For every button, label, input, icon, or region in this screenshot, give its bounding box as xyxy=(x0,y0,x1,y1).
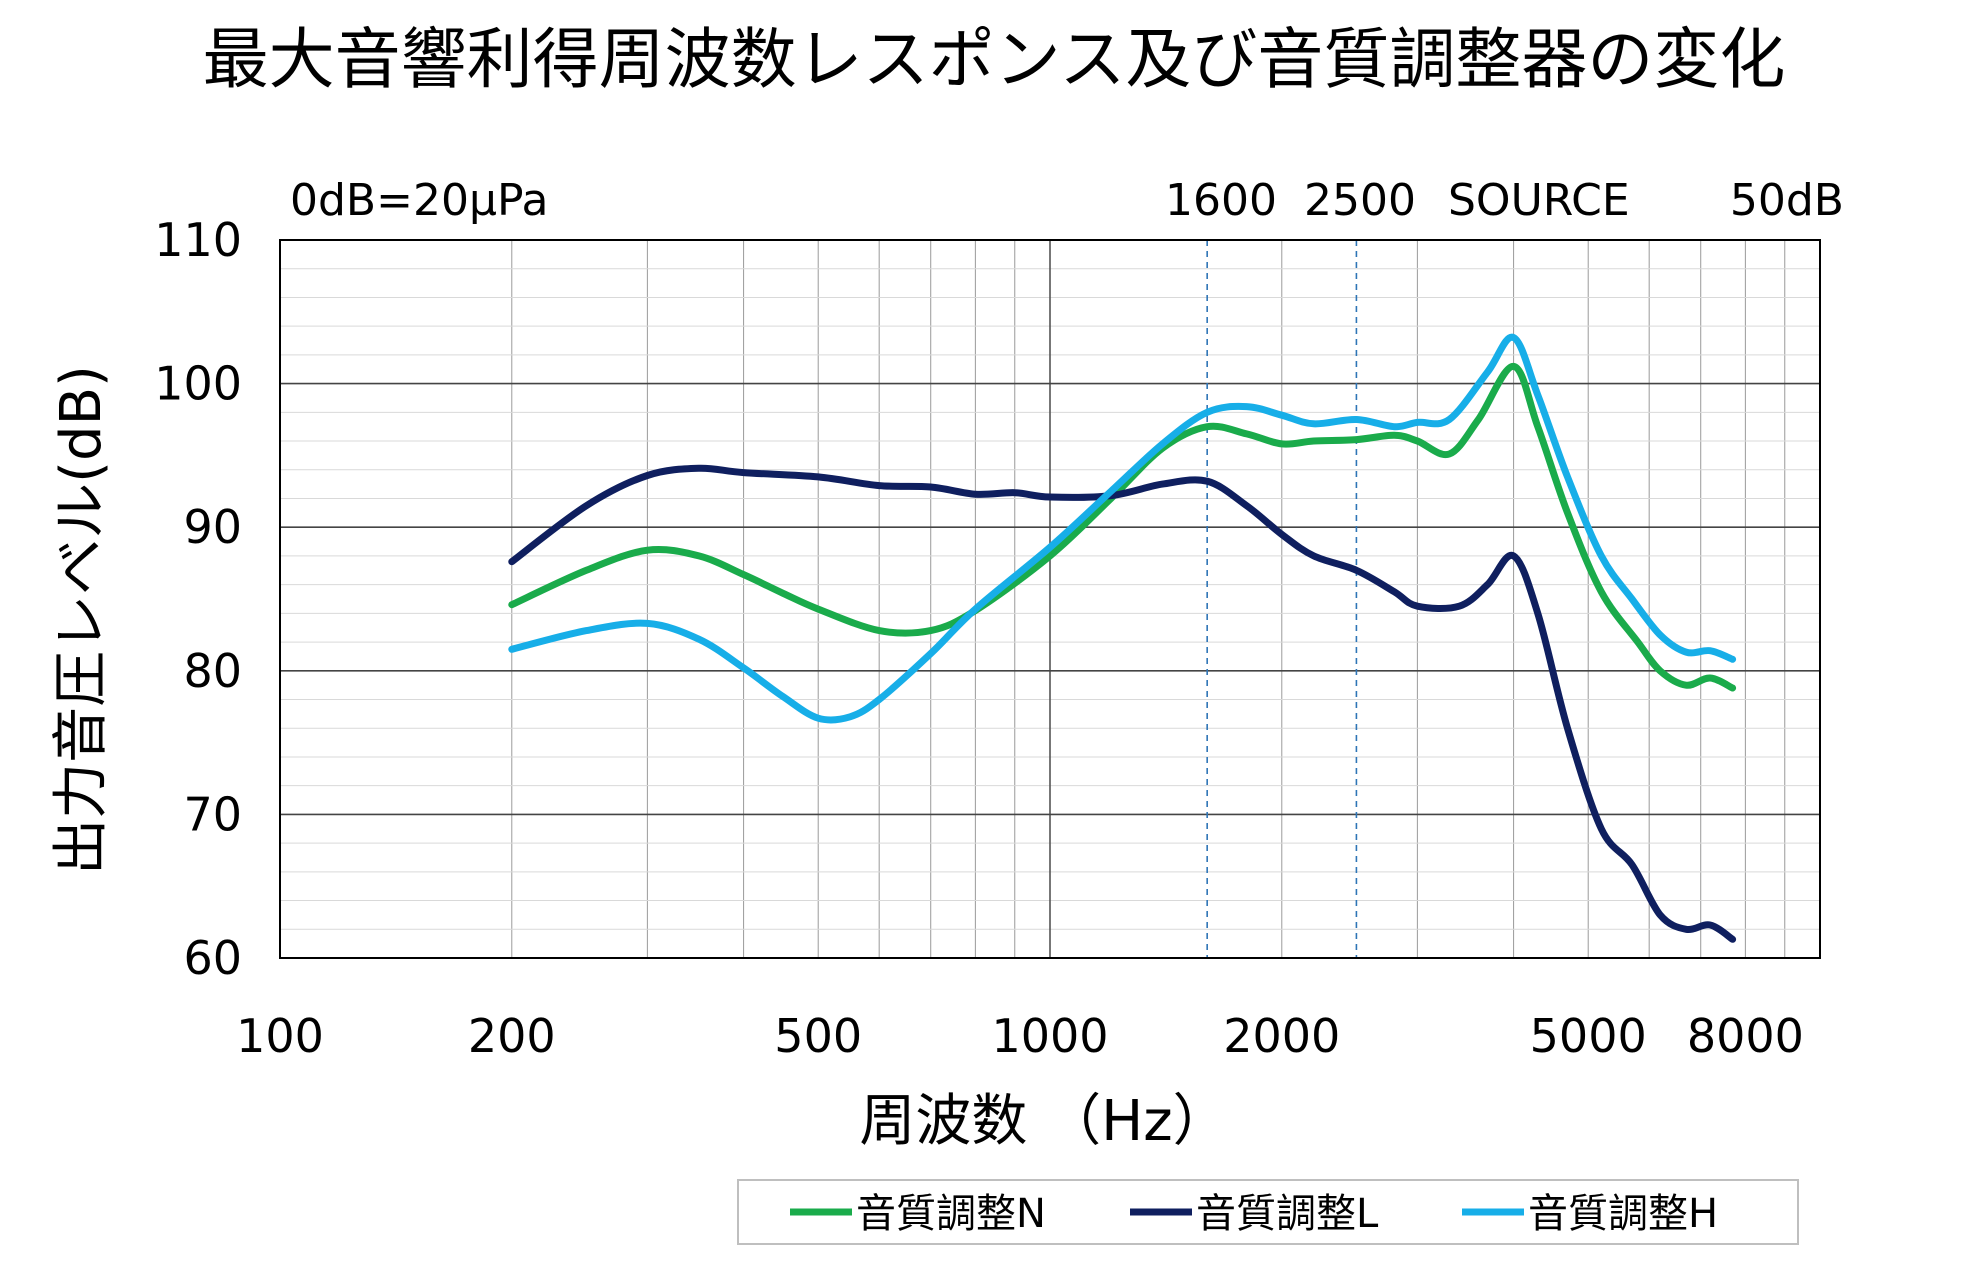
y-tick-label: 100 xyxy=(154,357,242,411)
series-line-1 xyxy=(508,362,1737,692)
y-tick-label: 90 xyxy=(183,500,242,554)
x-tick-labels: 100 200 500 1000 2000 5000 8000 xyxy=(236,1009,1804,1063)
source-label: SOURCE xyxy=(1448,175,1630,226)
y-tick-label: 80 xyxy=(183,644,242,698)
y-tick-label: 70 xyxy=(183,787,242,841)
legend-label-2: 音質調整L xyxy=(1196,1191,1379,1237)
legend-label-3: 音質調整H xyxy=(1528,1191,1718,1237)
x-tick-label: 1000 xyxy=(991,1009,1108,1063)
legend-box xyxy=(737,1179,1799,1245)
marker-2500-label: 2500 xyxy=(1304,175,1416,226)
reference-annotation: 0dB=20μPa xyxy=(290,175,548,226)
y-tick-label: 60 xyxy=(183,931,242,985)
source-level-label: 50dB xyxy=(1730,175,1844,226)
legend: 音質調整N 音質調整L 音質調整H xyxy=(737,1179,1799,1245)
marker-lines xyxy=(1206,240,1358,958)
series-lines xyxy=(508,333,1737,943)
y-tick-label: 110 xyxy=(154,213,242,267)
x-tick-label: 5000 xyxy=(1530,1009,1647,1063)
y-tick-labels: 60 70 80 90 100 110 xyxy=(154,213,242,985)
plot-frame xyxy=(279,239,1821,959)
chart-title: 最大音響利得周波数レスポンス及び音質調整器の変化 xyxy=(203,21,1786,98)
x-tick-label: 2000 xyxy=(1223,1009,1340,1063)
x-tick-label: 100 xyxy=(236,1009,324,1063)
major-grid xyxy=(279,239,1820,959)
x-tick-label: 500 xyxy=(774,1009,862,1063)
marker-1600-label: 1600 xyxy=(1165,175,1277,226)
x-axis-label: 周波数 （Hz） xyxy=(859,1089,1228,1154)
series-line-2 xyxy=(508,464,1737,943)
y-axis-label: 出力音圧レベル(dB) xyxy=(49,365,114,875)
x-tick-label: 200 xyxy=(468,1009,556,1063)
legend-label-1: 音質調整N xyxy=(856,1191,1046,1237)
series-line-3 xyxy=(508,333,1737,724)
x-tick-label: 8000 xyxy=(1687,1009,1804,1063)
